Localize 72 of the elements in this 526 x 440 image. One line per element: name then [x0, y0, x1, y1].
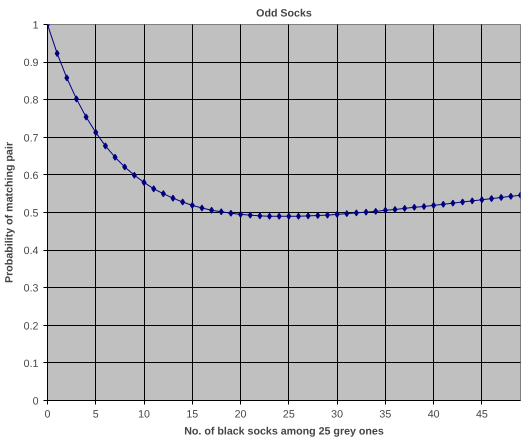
point [373, 208, 378, 215]
point [238, 210, 244, 218]
y-tick-label: 0.1 [24, 358, 39, 370]
x-tick-label: 5 [92, 408, 99, 420]
point [431, 202, 436, 209]
x-tick-label: 25 [282, 408, 295, 420]
point [112, 154, 118, 161]
x-tick-label: 20 [234, 408, 247, 420]
point [450, 200, 456, 207]
point [392, 206, 398, 213]
point [324, 212, 330, 219]
point [151, 185, 156, 192]
y-tick-label: 0.3 [24, 282, 39, 295]
y-tick-label: 0.6 [24, 170, 39, 182]
y-tick-label: 0.9 [24, 57, 39, 70]
point [412, 204, 417, 211]
point [102, 142, 108, 150]
point [190, 202, 195, 209]
point [508, 192, 514, 200]
point [122, 164, 128, 171]
y-tick-label: 0.7 [24, 132, 39, 144]
point [248, 212, 253, 219]
point [180, 198, 186, 206]
point [344, 210, 350, 218]
x-tick-label: 30 [331, 408, 344, 420]
y-tick-label: 0.2 [24, 320, 39, 332]
point [364, 208, 369, 216]
point [93, 128, 98, 136]
chart-title: Odd Socks [256, 8, 312, 20]
point [440, 200, 446, 208]
point [74, 95, 79, 102]
point [421, 202, 426, 210]
point [132, 172, 137, 179]
x-tick-label: 35 [379, 408, 392, 420]
x-tick-label: 40 [428, 408, 440, 420]
point [382, 206, 388, 214]
point [354, 209, 359, 216]
point [142, 178, 147, 186]
y-axis-title: Probability of matching pair [4, 142, 16, 283]
point [470, 197, 475, 204]
y-tick-label: 0.8 [24, 94, 39, 107]
point [218, 208, 224, 216]
x-tick-label: 0 [44, 408, 51, 420]
point [489, 195, 494, 202]
y-tick-label: 0.5 [24, 208, 39, 220]
point [64, 74, 70, 82]
point [306, 212, 311, 220]
y-tick-label: 0.4 [24, 245, 39, 258]
point [286, 212, 292, 220]
point [170, 194, 176, 202]
point [267, 212, 272, 220]
point [84, 113, 89, 120]
point [460, 198, 466, 206]
point [334, 210, 340, 218]
point [276, 212, 282, 220]
point [315, 212, 320, 220]
point [228, 210, 234, 217]
y-tick-label: 0 [32, 396, 39, 408]
point [209, 206, 214, 214]
x-tick-label: 45 [476, 408, 488, 420]
y-tick-label: 1 [32, 20, 39, 32]
x-tick-label: 15 [186, 408, 198, 420]
x-tick-label: 10 [138, 408, 150, 420]
x-axis-title: No. of black socks among 25 grey ones [184, 426, 384, 438]
point [402, 204, 408, 212]
point [479, 196, 484, 204]
point [199, 204, 204, 212]
point [160, 190, 166, 198]
point [498, 194, 504, 201]
point [54, 50, 60, 57]
point [296, 212, 301, 220]
point [257, 212, 262, 220]
